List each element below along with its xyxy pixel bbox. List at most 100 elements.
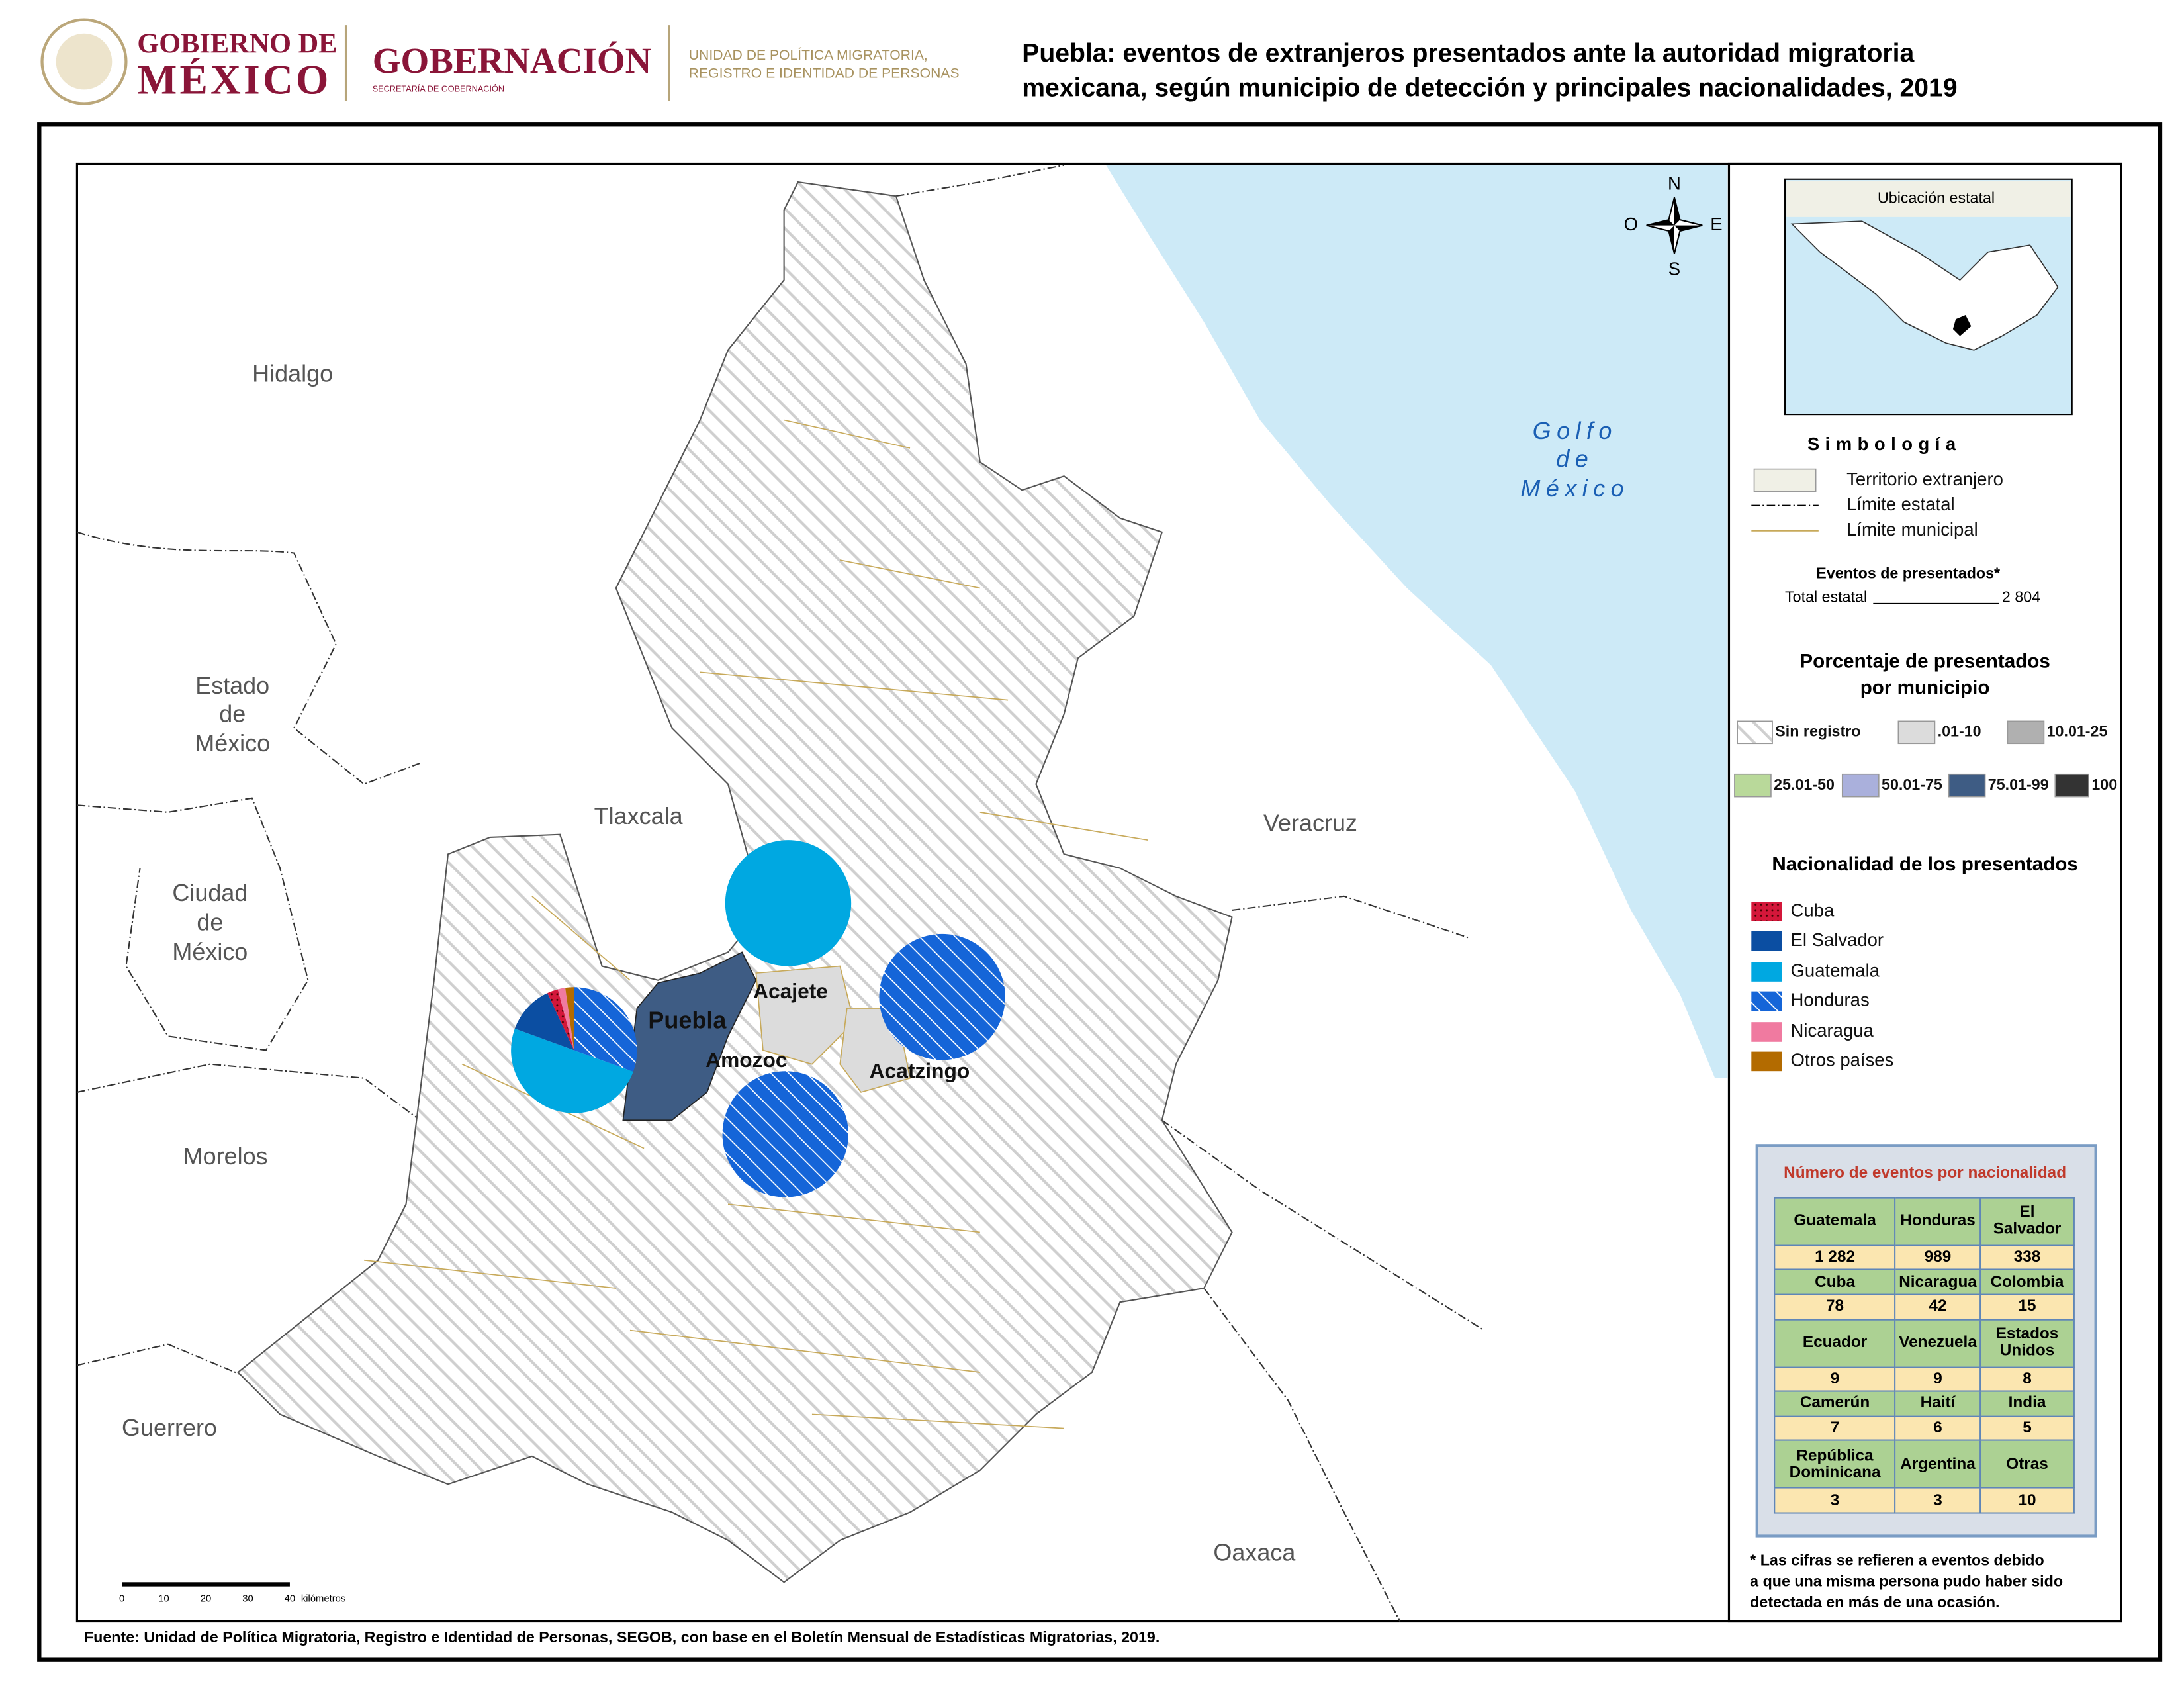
title-line2: mexicana, según municipio de detección y… [1022, 74, 1957, 103]
label-tlaxcala: Tlaxcala [594, 802, 683, 829]
gob-line1: GOBIERNO DE [137, 28, 337, 60]
table-cell: India [1979, 1390, 2075, 1417]
unidad-line1: UNIDAD DE POLÍTICA MIGRATORIA, [689, 46, 928, 63]
value-row: 1 282 989 338 [1774, 1244, 2075, 1271]
table-cell: 78 [1774, 1293, 1896, 1321]
legend-item: Territorio extranjero [1846, 469, 2003, 489]
table-cell: Estados Unidos [1979, 1318, 2075, 1368]
scale-bar: 0 10 20 30 40 kilómetros [119, 1582, 345, 1605]
logo [40, 18, 128, 105]
table-cell: Nicaragua [1894, 1269, 1981, 1295]
gulf [1106, 165, 1728, 1078]
swatch-nat [1751, 931, 1782, 951]
map: Hidalgo Estado de México Tlaxcala Veracr… [77, 164, 1728, 1622]
label-golfo: México [1520, 475, 1629, 502]
swatch-pct [2007, 720, 2045, 745]
total-value: 2 804 [2002, 588, 2040, 605]
table-cell: Argentina [1894, 1440, 1981, 1489]
compass: N O E S [1624, 173, 1723, 279]
pct-item: 100 [2091, 776, 2117, 793]
table-cell: 9 [1894, 1366, 1981, 1392]
gob-line2: MÉXICO [137, 56, 331, 103]
compass-e: E [1710, 214, 1722, 234]
pie-puebla [511, 987, 637, 1113]
label-edomex: de [219, 700, 246, 727]
header-row: Camerún Haití India [1774, 1390, 2075, 1417]
eventos-title: Eventos de presentados* [1816, 564, 2001, 581]
nat-item: Guatemala [1791, 960, 1880, 980]
swatch-pct [1734, 773, 1772, 798]
table-title: Número de eventos por nacionalidad [1784, 1164, 2066, 1182]
pie-amozoc [722, 1071, 848, 1197]
swatch-nat [1751, 991, 1782, 1011]
inset-title: Ubicación estatal [1878, 189, 1995, 207]
acajete-area [755, 965, 855, 1065]
table-cell: 9 [1774, 1366, 1896, 1392]
label-cdmx: de [197, 909, 223, 936]
label-oaxaca: Oaxaca [1213, 1538, 1295, 1566]
table-cell: 338 [1979, 1244, 2075, 1271]
swatch-pct [1948, 773, 1986, 798]
nationality-table: Guatemala Honduras El Salvador 1 282 989 338 C… [1774, 1197, 2075, 1514]
outer-frame [37, 122, 2163, 1662]
footnote: a que una misma persona pudo haber sido [1750, 1572, 2063, 1589]
scale-tick: 0 [119, 1594, 124, 1605]
pct-item: 75.01-99 [1988, 776, 2049, 793]
table-cell: Otras [1979, 1440, 2075, 1489]
legend-item: Límite municipal [1846, 519, 1978, 539]
table-cell: 10 [1979, 1487, 2075, 1514]
table-cell: 7 [1774, 1415, 1896, 1442]
inset-header [1786, 180, 2071, 217]
porcentaje-title: por municipio [1860, 677, 1990, 699]
nat-item: Otros países [1791, 1050, 1894, 1070]
scale-tick: 20 [201, 1594, 211, 1605]
title-line1: Puebla: eventos de extranjeros presentad… [1022, 39, 1915, 68]
table-cell: 42 [1894, 1293, 1981, 1321]
inset-mexico [1790, 220, 2059, 351]
table-cell: Venezuela [1894, 1318, 1981, 1368]
slice-el-salvador [514, 993, 574, 1051]
state-limits [77, 164, 1484, 1622]
label-amozoc: Amozoc [705, 1048, 787, 1072]
compass-n: N [1668, 173, 1681, 193]
label-hidalgo: Hidalgo [252, 359, 333, 387]
secretaria: SECRETARÍA DE GOBERNACIÓN [373, 84, 504, 94]
table-cell: 989 [1894, 1244, 1981, 1271]
nat-item: El Salvador [1791, 929, 1884, 950]
swatch-pct [1737, 720, 1773, 745]
scale-unit: kilómetros [301, 1594, 345, 1605]
footnote: detectada en más de una ocasión. [1750, 1593, 1999, 1611]
header: GOBIERNO DE MÉXICO GOBERNACIÓN SECRETARÍ… [40, 18, 1958, 105]
slice-guatemala [511, 1028, 633, 1113]
scale-tick: 30 [242, 1594, 253, 1605]
scale-tick: 40 [285, 1594, 295, 1605]
header-row: Cuba Nicaragua Colombia [1774, 1269, 2075, 1295]
gobernacion: GOBERNACIÓN [373, 40, 652, 81]
value-row: 78 42 15 [1774, 1293, 2075, 1321]
table-cell: Ecuador [1774, 1318, 1896, 1368]
nat-item: Honduras [1791, 990, 1870, 1010]
puebla-municipality [622, 951, 757, 1121]
label-acatzingo: Acatzingo [870, 1059, 970, 1083]
header-row: Ecuador Venezuela Estados Unidos [1774, 1318, 2075, 1368]
label-golfo: Golfo [1533, 417, 1617, 444]
value-row: 3 3 10 [1774, 1487, 2075, 1514]
label-morelos: Morelos [183, 1143, 268, 1170]
label-edomex: Estado [195, 672, 269, 699]
swatch-nat [1751, 1051, 1782, 1072]
inset: Ubicación estatal [1784, 178, 2073, 416]
porcentaje-title: Porcentaje de presentados [1799, 650, 2050, 672]
compass-s: S [1668, 259, 1680, 279]
table-cell: Haití [1894, 1390, 1981, 1417]
pct-item: 50.01-75 [1882, 776, 1942, 793]
table-cell: Colombia [1979, 1269, 2075, 1295]
label-cdmx: México [172, 938, 248, 965]
header-row: República Dominicana Argentina Otras [1774, 1440, 2075, 1489]
slice-honduras [574, 987, 637, 1072]
label-veracruz: Veracruz [1263, 809, 1357, 836]
compass-fill [1646, 197, 1703, 254]
pct-item: .01-10 [1938, 722, 1981, 739]
nacionalidad-title: Nacionalidad de los presentados [1772, 853, 2077, 875]
